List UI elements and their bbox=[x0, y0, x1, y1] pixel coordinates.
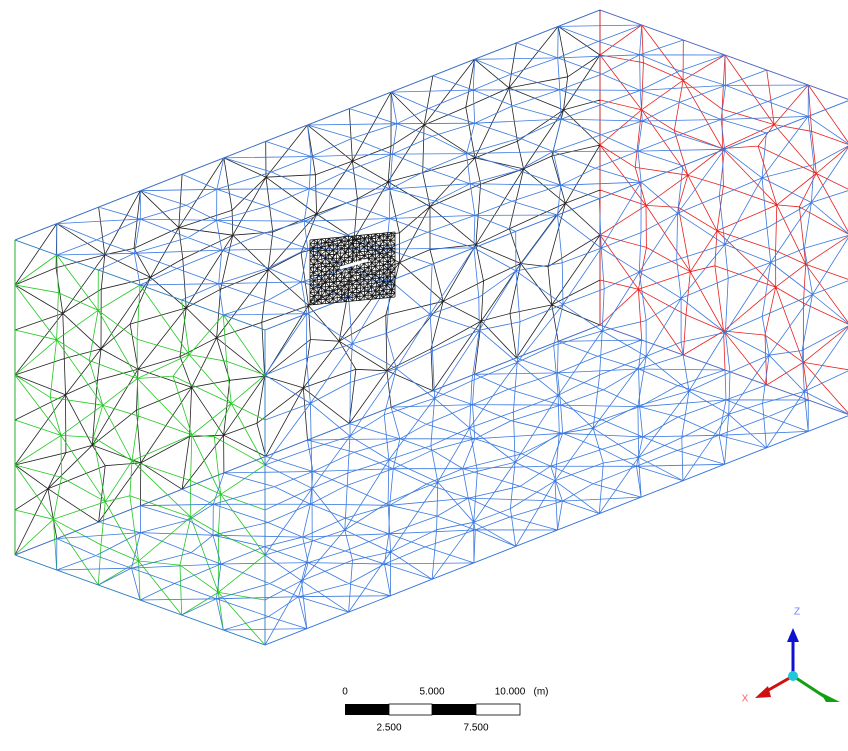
x-label: X bbox=[742, 694, 749, 705]
z-arrow bbox=[787, 628, 799, 642]
scale-segment bbox=[476, 704, 520, 715]
scale-label: 10.000 bbox=[495, 687, 526, 698]
x-arrow bbox=[755, 686, 771, 698]
y-axis bbox=[793, 676, 825, 697]
z-label: Z bbox=[794, 607, 800, 618]
scale-segment bbox=[432, 704, 476, 715]
axis-triad: Z X bbox=[742, 607, 840, 705]
page: 0 5.000 10.000 (m) 2.500 7.500 Z X (() =… bbox=[0, 0, 848, 751]
mesh-edges bbox=[600, 10, 848, 415]
scale-unit: (m) bbox=[534, 687, 549, 698]
scale-bar: 0 5.000 10.000 (m) 2.500 7.500 bbox=[342, 687, 548, 734]
triad-origin bbox=[788, 671, 798, 681]
outlet-face bbox=[600, 10, 848, 415]
mesh bbox=[15, 10, 848, 645]
y-arrow bbox=[820, 692, 840, 702]
scale-segment bbox=[345, 704, 389, 715]
scale-label: 2.500 bbox=[376, 723, 401, 734]
viewport: 0 5.000 10.000 (m) 2.500 7.500 Z X bbox=[0, 0, 848, 751]
scale-segment bbox=[389, 704, 432, 715]
scale-label: 7.500 bbox=[463, 723, 488, 734]
scale-label: 0 bbox=[342, 687, 348, 698]
scale-label: 5.000 bbox=[419, 687, 444, 698]
